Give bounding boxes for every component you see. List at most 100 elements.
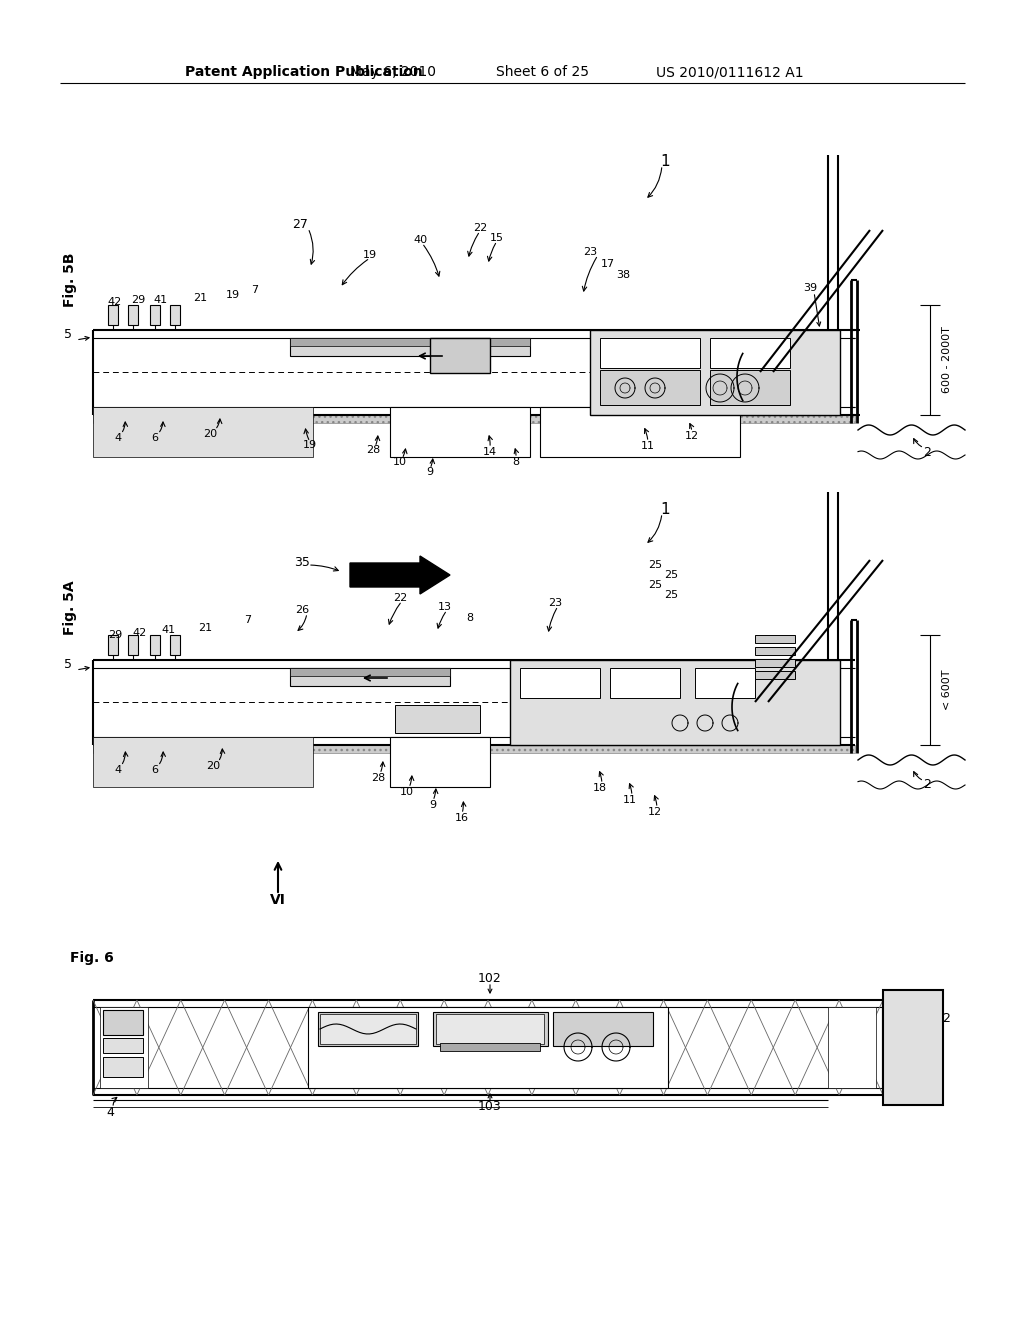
Bar xyxy=(290,338,530,346)
FancyArrow shape xyxy=(350,556,450,594)
Text: 41: 41 xyxy=(153,294,167,305)
Text: 25: 25 xyxy=(664,570,678,579)
Bar xyxy=(610,668,680,698)
Bar xyxy=(755,671,795,678)
Text: 29: 29 xyxy=(131,294,145,305)
Text: 25: 25 xyxy=(648,579,663,590)
Text: < 600T: < 600T xyxy=(942,669,952,710)
Bar xyxy=(440,1043,540,1051)
Text: 21: 21 xyxy=(198,623,212,634)
Text: 27: 27 xyxy=(292,219,308,231)
Text: 19: 19 xyxy=(226,290,240,300)
Text: VI: VI xyxy=(270,894,286,907)
Bar xyxy=(290,668,450,676)
Bar xyxy=(540,407,740,457)
Text: 22: 22 xyxy=(473,223,487,234)
Text: 11: 11 xyxy=(641,441,655,451)
Text: 6: 6 xyxy=(152,766,159,775)
Text: Sheet 6 of 25: Sheet 6 of 25 xyxy=(497,65,590,79)
Bar xyxy=(150,305,160,325)
Bar xyxy=(290,338,530,356)
Bar xyxy=(755,659,795,667)
Text: 41: 41 xyxy=(161,624,175,635)
Text: 8: 8 xyxy=(467,612,473,623)
Bar xyxy=(108,635,118,655)
Bar xyxy=(93,407,313,457)
Text: 2: 2 xyxy=(923,779,931,792)
Text: 15: 15 xyxy=(490,234,504,243)
Text: 10: 10 xyxy=(400,787,414,797)
Text: 5: 5 xyxy=(63,329,72,342)
Bar xyxy=(290,668,450,686)
Text: 2: 2 xyxy=(942,1011,950,1024)
Text: 103: 103 xyxy=(478,1101,502,1114)
Bar xyxy=(755,635,795,643)
Bar xyxy=(103,1010,143,1035)
Text: 7: 7 xyxy=(252,285,259,294)
Bar xyxy=(520,668,600,698)
Text: 12: 12 xyxy=(685,432,699,441)
Text: 102: 102 xyxy=(478,972,502,985)
Bar xyxy=(128,635,138,655)
Text: 11: 11 xyxy=(623,795,637,805)
Text: 10: 10 xyxy=(393,457,407,467)
Text: 20: 20 xyxy=(203,429,217,440)
Text: 4: 4 xyxy=(115,766,122,775)
Text: 19: 19 xyxy=(303,440,317,450)
Bar xyxy=(93,737,313,787)
Text: 26: 26 xyxy=(295,605,309,615)
Bar xyxy=(600,370,700,405)
Text: Fig. 5B: Fig. 5B xyxy=(63,252,77,308)
Bar xyxy=(430,338,490,374)
Text: 28: 28 xyxy=(371,774,385,783)
Text: 25: 25 xyxy=(648,560,663,570)
Bar xyxy=(170,635,180,655)
Bar xyxy=(590,330,840,414)
Bar xyxy=(695,668,755,698)
Text: 1: 1 xyxy=(660,154,670,169)
Bar xyxy=(755,647,795,655)
Bar xyxy=(390,407,530,457)
Text: 1: 1 xyxy=(660,503,670,517)
Text: 4: 4 xyxy=(106,1106,114,1118)
Bar xyxy=(553,1012,653,1045)
Text: 21: 21 xyxy=(193,293,207,304)
Text: Patent Application Publication: Patent Application Publication xyxy=(185,65,423,79)
Bar xyxy=(883,990,943,1105)
Bar xyxy=(395,705,480,733)
Text: Fig. 6: Fig. 6 xyxy=(70,950,114,965)
Text: 28: 28 xyxy=(366,445,380,455)
Text: 38: 38 xyxy=(616,271,630,280)
Text: 22: 22 xyxy=(393,593,408,603)
Bar xyxy=(93,744,855,752)
Text: 9: 9 xyxy=(426,467,433,477)
Bar xyxy=(103,1057,143,1077)
Bar xyxy=(100,1007,148,1088)
Text: 18: 18 xyxy=(593,783,607,793)
Bar xyxy=(308,1007,668,1088)
Text: 7: 7 xyxy=(245,615,252,624)
Text: 9: 9 xyxy=(429,800,436,810)
Text: 17: 17 xyxy=(601,259,615,269)
Bar xyxy=(128,305,138,325)
Bar xyxy=(433,1012,548,1045)
Text: 4: 4 xyxy=(115,433,122,444)
Bar xyxy=(170,305,180,325)
Text: 23: 23 xyxy=(548,598,562,609)
Text: 2: 2 xyxy=(923,446,931,458)
Text: 13: 13 xyxy=(438,602,452,612)
Text: 39: 39 xyxy=(803,282,817,293)
Bar xyxy=(319,1014,416,1044)
Text: 19: 19 xyxy=(362,249,377,260)
Text: 6: 6 xyxy=(152,433,159,444)
Text: 29: 29 xyxy=(108,630,122,640)
Text: 8: 8 xyxy=(512,457,519,467)
Text: 600 - 2000T: 600 - 2000T xyxy=(942,326,952,393)
Bar xyxy=(93,414,855,422)
Bar xyxy=(318,1012,418,1045)
Bar xyxy=(710,370,790,405)
Text: 12: 12 xyxy=(648,807,663,817)
Bar xyxy=(828,1007,876,1088)
Bar xyxy=(103,1038,143,1053)
Bar xyxy=(600,338,700,368)
